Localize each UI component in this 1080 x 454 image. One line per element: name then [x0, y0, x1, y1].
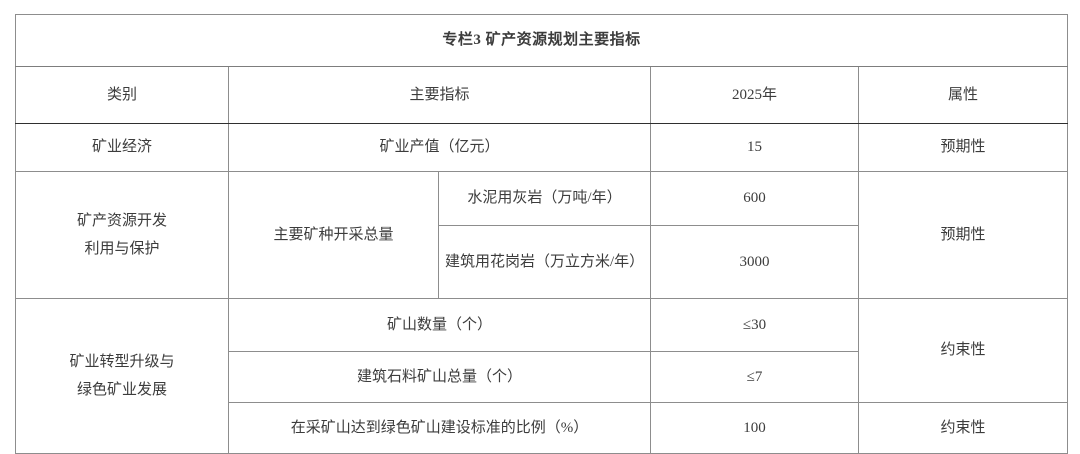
table-row: 建筑石料矿山总量（个） ≤7	[16, 351, 1068, 403]
attribute-mining-output-value: 预期性	[857, 123, 1069, 172]
header-category: 类别	[15, 66, 229, 124]
value-mining-output-value: 15	[650, 123, 859, 172]
mineral-resource-indicator-table: 专栏3 矿产资源规划主要指标 类别 主要指标 2025年 属性 矿业经济 矿业产…	[14, 14, 1069, 454]
header-attribute: 属性	[857, 66, 1069, 124]
indicator-mining-output-value: 矿业产值（亿元）	[228, 123, 651, 172]
category-line-1: 矿产资源开发	[76, 212, 167, 229]
header-year: 2025年	[650, 66, 859, 124]
category-line-1: 矿业转型升级与	[69, 353, 175, 370]
category-line-2: 绿色矿业发展	[76, 382, 167, 398]
category-mining-economy: 矿业经济	[15, 123, 229, 172]
indicator-construction-stone-mine-total: 建筑石料矿山总量（个）	[228, 351, 651, 403]
value-mine-count: ≤30	[650, 298, 859, 352]
attribute-resource-development-protection: 预期性	[857, 171, 1069, 299]
table-row: 矿产资源开发 利用与保护 主要矿种开采总量 水泥用灰岩（万吨/年） 600 预期…	[15, 171, 1069, 299]
indicator-green-mine-ratio: 在采矿山达到绿色矿山建设标准的比例（%）	[228, 402, 651, 454]
value-construction-granite: 3000	[650, 225, 859, 299]
header-indicator: 主要指标	[228, 66, 651, 124]
table-row: 在采矿山达到绿色矿山建设标准的比例（%） 100 约束性	[16, 402, 1069, 454]
indicator-construction-granite: 建筑用花岗岩（万立方米/年）	[438, 225, 651, 299]
table-row: 矿业经济 矿业产值（亿元） 15 预期性	[15, 123, 1069, 172]
indicator-group-main-mineral-extraction-total: 主要矿种开采总量	[228, 171, 439, 299]
table-title-row: 专栏3 矿产资源规划主要指标	[14, 14, 1069, 67]
attribute-mine-counts: 约束性	[857, 298, 1069, 403]
value-cement-limestone: 600	[650, 171, 859, 226]
table-row: 建筑用花岗岩（万立方米/年） 3000	[16, 225, 1068, 299]
table-title: 专栏3 矿产资源规划主要指标	[14, 14, 1069, 67]
category-line-2: 利用与保护	[84, 241, 160, 257]
value-construction-stone-mine-total: ≤7	[650, 351, 859, 403]
table-header-row: 类别 主要指标 2025年 属性	[15, 66, 1069, 124]
table-row: 矿业转型升级与 绿色矿业发展 矿山数量（个） ≤30 约束性	[15, 298, 1069, 454]
attribute-green-mine-ratio: 约束性	[857, 402, 1069, 454]
value-green-mine-ratio: 100	[650, 402, 859, 454]
indicator-cement-limestone: 水泥用灰岩（万吨/年）	[438, 171, 651, 226]
category-mining-transformation-green-development: 矿业转型升级与 绿色矿业发展	[15, 298, 229, 454]
indicator-mine-count: 矿山数量（个）	[228, 298, 651, 352]
category-resource-development-protection: 矿产资源开发 利用与保护	[15, 171, 229, 299]
